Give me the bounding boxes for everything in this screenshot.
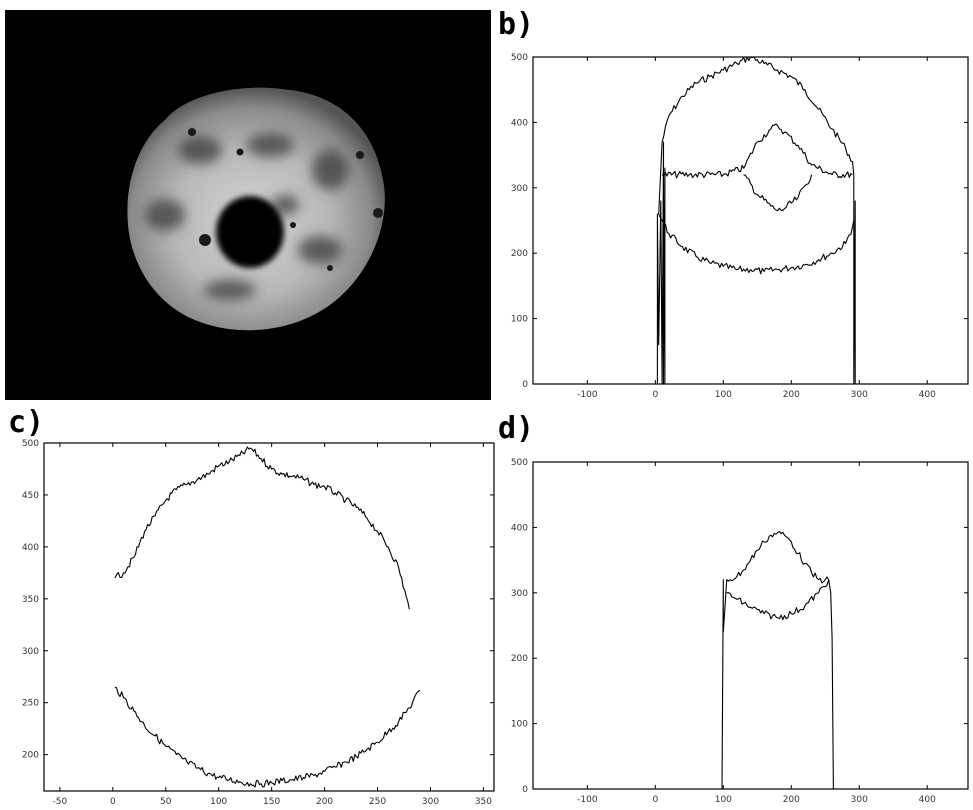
x-tick-label: 400 xyxy=(919,390,936,400)
y-tick-label: 200 xyxy=(22,751,39,761)
x-tick-label: -100 xyxy=(577,795,598,805)
y-tick-label: 300 xyxy=(511,184,528,194)
series-line-b-6 xyxy=(853,174,856,384)
x-tick-label: 250 xyxy=(369,797,386,807)
x-tick-label: 300 xyxy=(851,795,868,805)
chart-b: -100 0 100 200 300 400 0 100 200 300 400 500 xyxy=(511,53,969,400)
series-line-b-1 xyxy=(658,57,855,215)
y-tick-label: 300 xyxy=(511,589,528,599)
y-tick-label: 500 xyxy=(511,458,528,468)
x-tick-label: 350 xyxy=(475,797,492,807)
y-tick-label: 0 xyxy=(522,380,528,390)
series-line-c-1 xyxy=(114,446,410,610)
x-tick-label: 100 xyxy=(715,390,732,400)
y-tick-label: 200 xyxy=(511,249,528,259)
x-tick-label: 100 xyxy=(715,795,732,805)
y-tick-label: 400 xyxy=(511,118,528,128)
series-line-c-2 xyxy=(114,686,421,788)
x-tick-label: -50 xyxy=(53,797,68,807)
x-tick-label: 300 xyxy=(851,390,868,400)
panel-label-d: d) xyxy=(498,411,535,446)
x-tick-label: 0 xyxy=(652,795,658,805)
y-tick-label: 0 xyxy=(522,785,528,795)
series-line-d-2 xyxy=(726,579,830,621)
y-tick-label: 500 xyxy=(22,439,39,449)
x-tick-label: 150 xyxy=(263,797,280,807)
y-tick-label: 400 xyxy=(511,523,528,533)
y-tick-label: 450 xyxy=(22,491,39,501)
y-tick-label: 350 xyxy=(22,595,39,605)
x-tick-label: 200 xyxy=(316,797,333,807)
y-tick-label: 500 xyxy=(511,53,528,63)
x-tick-label: 400 xyxy=(919,795,936,805)
x-tick-label: 0 xyxy=(110,797,116,807)
y-tick-label: 200 xyxy=(511,654,528,664)
y-tick-label: 400 xyxy=(22,543,39,553)
series-line-b-2 xyxy=(658,213,855,275)
panel-label-c: c) xyxy=(8,405,45,440)
y-tick-label: 100 xyxy=(511,720,528,730)
series-line-b-3 xyxy=(661,123,853,179)
y-tick-label: 300 xyxy=(22,647,39,657)
series-line-b-5 xyxy=(656,141,666,384)
panel-label-b: b) xyxy=(498,7,535,42)
series-line-d-1 xyxy=(721,531,834,789)
x-tick-label: 300 xyxy=(422,797,439,807)
chart-d: -100 0 100 200 300 400 0 100 200 300 400 500 xyxy=(511,458,969,805)
series-line-b-4 xyxy=(743,174,813,212)
plot-frame xyxy=(532,461,969,790)
chart-c: -50 0 50 100 150 200 250 300 350 200 250 300 350 400 4… xyxy=(22,439,495,807)
x-tick-label: 0 xyxy=(652,390,658,400)
x-tick-label: -100 xyxy=(577,390,598,400)
y-tick-label: 100 xyxy=(511,315,528,325)
small-craters xyxy=(188,128,383,271)
central-hole xyxy=(216,196,284,268)
photo-panel-a xyxy=(5,10,491,400)
x-tick-label: 200 xyxy=(783,390,800,400)
dark-patches xyxy=(145,133,348,300)
x-tick-label: 50 xyxy=(160,797,172,807)
x-tick-label: 200 xyxy=(783,795,800,805)
plot-frame xyxy=(43,442,495,792)
plot-frame xyxy=(532,56,969,385)
y-tick-label: 250 xyxy=(22,699,39,709)
x-tick-label: 100 xyxy=(210,797,227,807)
